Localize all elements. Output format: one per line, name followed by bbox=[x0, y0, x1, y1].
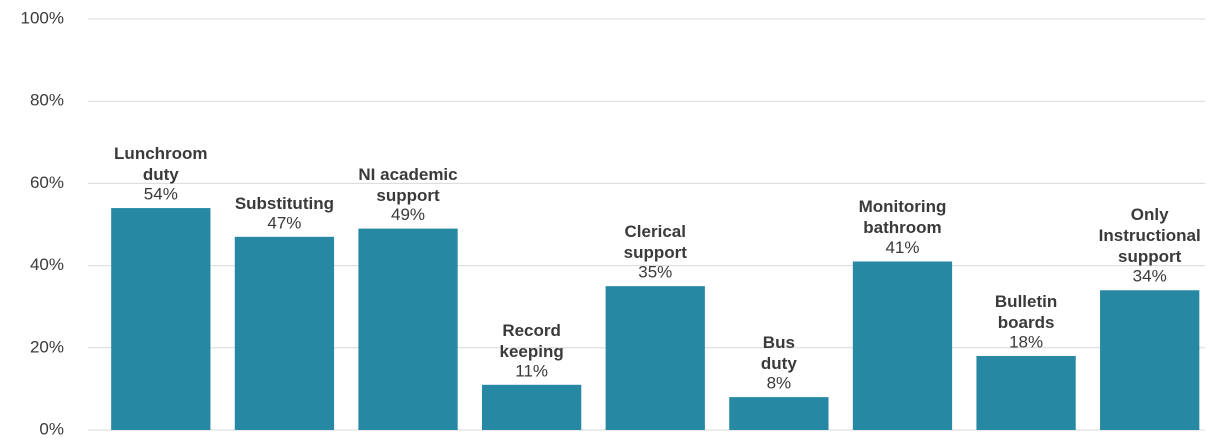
category-label: Bus duty bbox=[760, 333, 797, 374]
y-tick-label: 20% bbox=[30, 337, 64, 356]
category-label: Only Instructional support bbox=[1098, 205, 1201, 267]
value-label: 41% bbox=[885, 238, 919, 257]
category-label: Substituting bbox=[234, 193, 334, 213]
value-label: 49% bbox=[391, 205, 425, 224]
category-label: Bulletin boards bbox=[994, 292, 1058, 333]
value-label: 11% bbox=[515, 361, 548, 380]
category-label: Record keeping bbox=[499, 320, 564, 361]
bar bbox=[852, 261, 953, 430]
value-label: 34% bbox=[1133, 267, 1167, 286]
category-label: Lunchroom duty bbox=[114, 144, 208, 185]
category-label: Monitoring bathroom bbox=[858, 197, 947, 238]
value-label: 54% bbox=[144, 185, 178, 204]
bar bbox=[358, 228, 458, 430]
value-label: 47% bbox=[267, 213, 301, 232]
y-tick-label: 40% bbox=[30, 255, 64, 274]
bar bbox=[111, 208, 211, 430]
y-tick-label: 0% bbox=[39, 419, 64, 438]
y-tick-label: 100% bbox=[21, 8, 64, 27]
category-label: NI academic support bbox=[358, 164, 458, 205]
y-tick-label: 80% bbox=[30, 91, 64, 110]
bar bbox=[234, 236, 335, 430]
value-label: 8% bbox=[767, 374, 792, 393]
category-label: Clerical support bbox=[623, 222, 687, 263]
bar bbox=[481, 384, 582, 430]
bar bbox=[605, 286, 705, 430]
value-label: 35% bbox=[638, 263, 672, 282]
value-label: 18% bbox=[1009, 333, 1043, 352]
bar bbox=[729, 397, 829, 430]
bar bbox=[976, 356, 1076, 430]
y-tick-label: 60% bbox=[30, 173, 64, 192]
bar bbox=[1100, 290, 1200, 430]
